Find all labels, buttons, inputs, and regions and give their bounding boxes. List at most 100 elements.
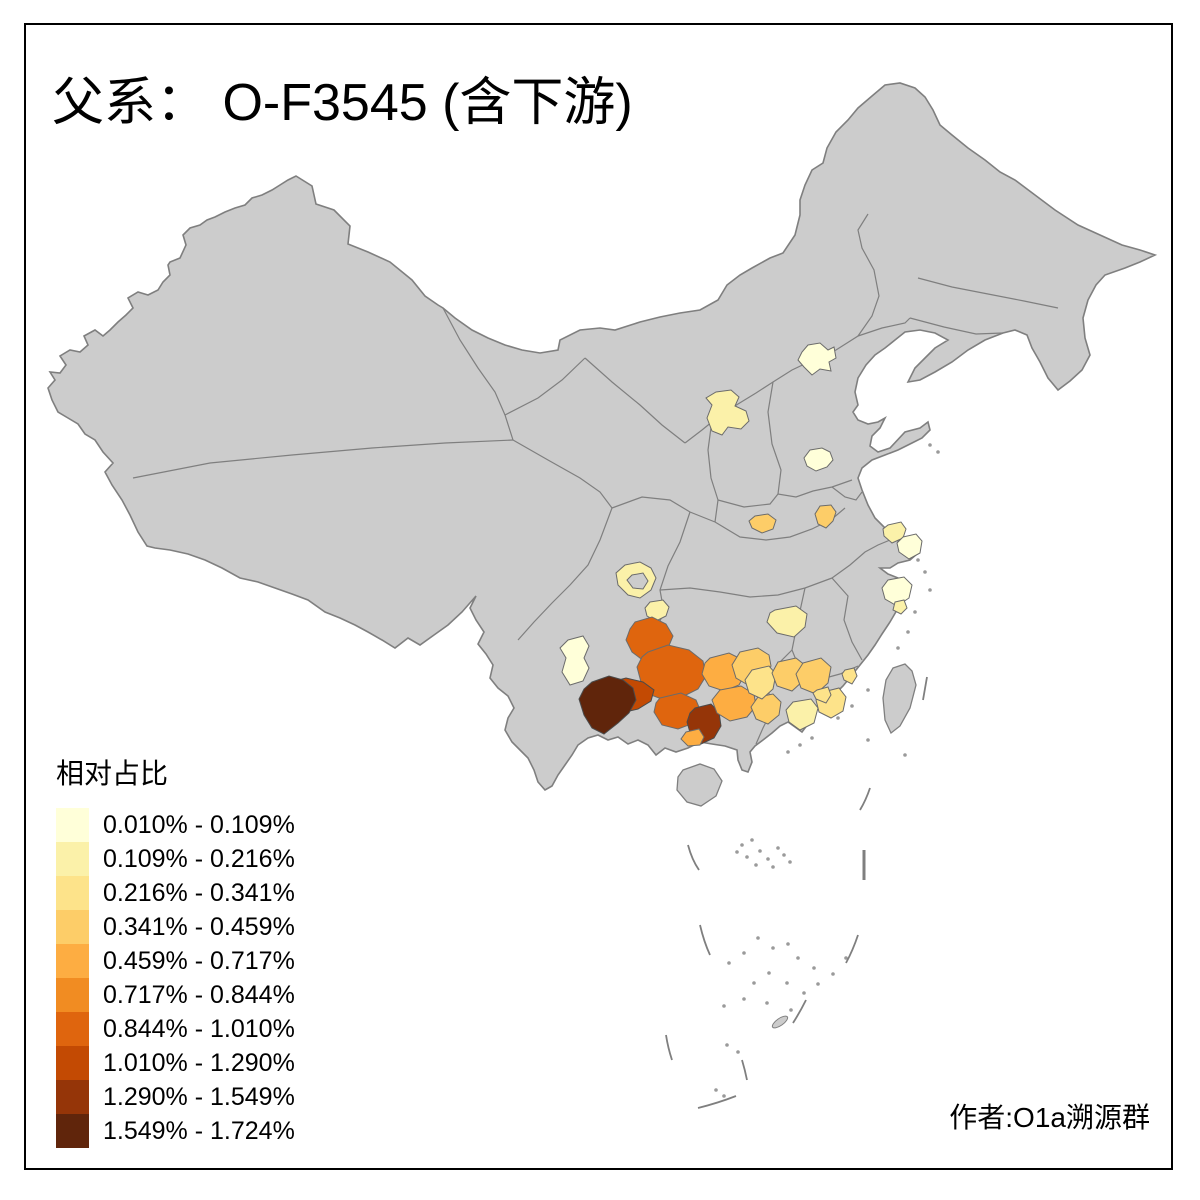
island-speck [742,997,746,1001]
legend-swatch [56,1114,89,1148]
map-title: 父系： O-F3545 (含下游) [52,74,633,132]
island-speck [782,853,786,857]
island-speck [866,738,870,742]
map-region [750,693,782,725]
island-speck [776,846,780,850]
map-region [892,599,908,615]
legend-label: 1.010% - 1.290% [103,1048,295,1077]
legend-row: 0.717% - 0.844% [56,978,295,1012]
legend-row: 0.844% - 1.010% [56,1012,295,1046]
island-speck [758,849,762,853]
legend-swatch [56,978,89,1012]
island-speck [810,736,814,740]
map-region [803,447,834,472]
choropleth-regions [559,342,923,747]
taiwan-island [882,663,917,735]
legend-row: 0.341% - 0.459% [56,910,295,944]
island-specks [714,443,940,1098]
legend-label: 0.459% - 0.717% [103,946,295,975]
island-speck [788,860,792,864]
island-speck [812,966,816,970]
island-speck [906,630,910,634]
island-speck [740,843,744,847]
island-speck [754,863,758,867]
nine-dash-line [665,676,928,1109]
island-speck [745,855,749,859]
map-region [771,657,807,692]
map-region [814,504,837,529]
island-speck [913,610,917,614]
island-speck [735,850,739,854]
legend-swatch [56,944,89,978]
map-region [680,728,705,747]
island-speck [714,1088,718,1092]
island-speck [722,1094,726,1098]
legend-swatch [56,1012,89,1046]
map-region [882,521,907,544]
legend-swatch [56,842,89,876]
island-speck [785,981,789,985]
island-speck [816,982,820,986]
island-speck [836,716,840,720]
legend-title: 相对占比 [56,758,169,789]
legend-label: 0.109% - 0.216% [103,844,295,873]
legend-row: 1.290% - 1.549% [56,1080,295,1114]
legend-rows: 0.010% - 0.109% 0.109% - 0.216% 0.216% - 0… [56,808,295,1148]
island-speck [802,991,806,995]
legend-label: 0.216% - 0.341% [103,878,295,907]
island-speck [756,936,760,940]
map-region [744,665,777,700]
island-speck [866,688,870,692]
island-speck [844,956,848,960]
island-speck [928,443,932,447]
mainland-landmass [47,82,1158,807]
map-region [797,342,837,376]
island-speck [928,588,932,592]
legend-label: 1.549% - 1.724% [103,1116,295,1145]
island-speck [903,753,907,757]
island-speck [789,1008,793,1012]
legend-label: 1.290% - 1.549% [103,1082,295,1111]
island-speck [916,558,920,562]
island-speck [765,1001,769,1005]
map-region-core [626,572,649,590]
island-speck [923,570,927,574]
island-speck [771,946,775,950]
legend-row: 1.549% - 1.724% [56,1114,295,1148]
legend-label: 0.341% - 0.459% [103,912,295,941]
island-sliver [771,1015,789,1029]
attribution: 作者:O1a溯源群 [949,1102,1150,1133]
island-speck [736,1050,740,1054]
island-speck [767,971,771,975]
legend-swatch [56,1046,89,1080]
map-region [559,635,590,686]
legend-swatch [56,808,89,842]
legend-row: 0.109% - 0.216% [56,842,295,876]
island-speck [850,704,854,708]
hainan-island [676,763,723,807]
map-region [644,599,670,622]
island-speck [766,857,770,861]
mainland-outline [47,82,1158,792]
legend-label: 0.010% - 0.109% [103,810,295,839]
island-speck [725,1043,729,1047]
island-speck [752,981,756,985]
map-region [748,513,777,534]
map-region [812,686,832,704]
legend-row: 1.010% - 1.290% [56,1046,295,1080]
island-speck [796,956,800,960]
legend: 相对占比 0.010% - 0.109% 0.109% - 0.216% 0.216… [56,752,295,1148]
map-region [711,685,757,722]
legend-swatch [56,1080,89,1114]
legend-swatch [56,910,89,944]
legend-row: 0.216% - 0.341% [56,876,295,910]
island-speck [831,972,835,976]
map-region [578,675,637,735]
island-speck [798,743,802,747]
map-region [766,605,808,638]
island-speck [786,750,790,754]
island-speck [727,961,731,965]
map-region [841,667,858,685]
legend-row: 0.010% - 0.109% [56,808,295,842]
island-speck [722,1004,726,1008]
